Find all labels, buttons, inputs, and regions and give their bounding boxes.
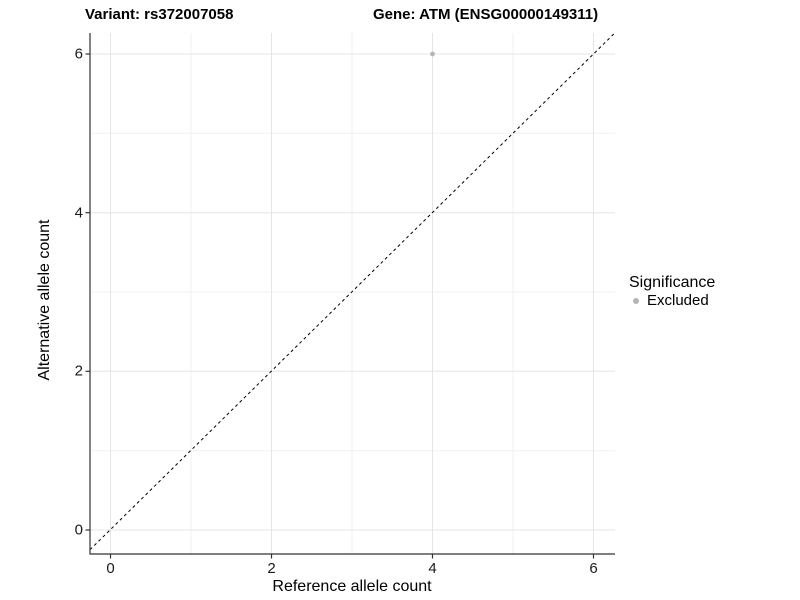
- major-gridlines: [90, 33, 615, 554]
- x-tick-label-4: 4: [428, 560, 437, 577]
- legend-title: Significance: [629, 274, 716, 291]
- y-tick-label-6: 6: [74, 45, 83, 63]
- legend-point-icon: [633, 297, 639, 304]
- plot-title-gene: Gene: ATM (ENSG00000149311): [373, 6, 599, 23]
- x-tick-label-6: 6: [589, 560, 598, 577]
- legend-item-excluded: Excluded: [629, 292, 715, 309]
- x-tick-label-2: 2: [267, 560, 276, 577]
- legend: Significance Excluded: [629, 274, 715, 309]
- data-point-excluded: [430, 51, 435, 57]
- y-tick-label-0: 0: [74, 521, 83, 539]
- y-tick-label-2: 2: [74, 362, 83, 380]
- minor-gridlines: [90, 33, 615, 554]
- y-axis-title: Alternative allele count: [36, 219, 53, 381]
- identity-line: [89, 32, 616, 551]
- legend-item-label: Excluded: [647, 292, 709, 309]
- x-axis-title: Reference allele count: [272, 578, 432, 595]
- axis-tick-marks: [85, 53, 595, 559]
- y-tick-label-4: 4: [74, 204, 83, 222]
- x-tick-label-0: 0: [106, 560, 115, 577]
- plot-title-variant: Variant: rs372007058: [85, 6, 234, 23]
